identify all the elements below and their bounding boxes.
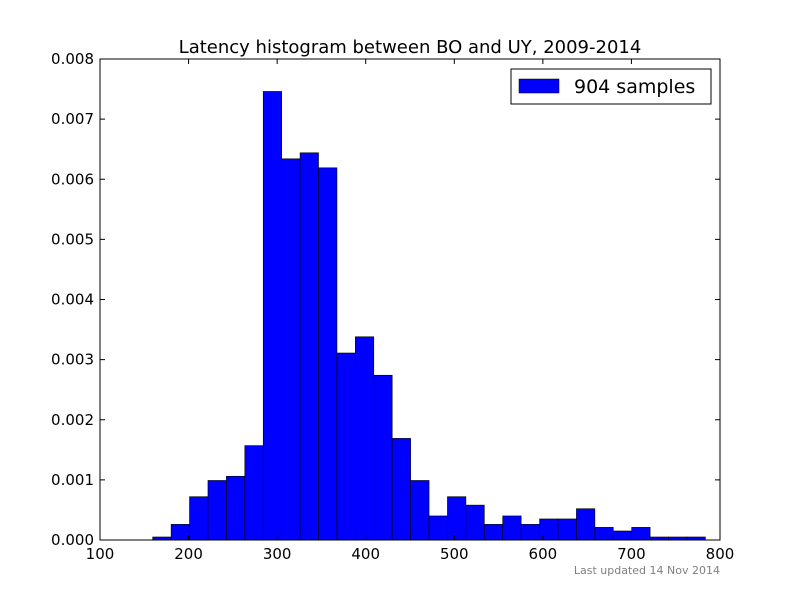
histogram-bar [336, 352, 356, 541]
histogram-bar [465, 504, 485, 541]
y-tick-label: 0.007 [51, 110, 94, 128]
ticks-group: 100 200 300 400 500 600 700 800 0.000 0.001 0.002 0… [51, 50, 734, 563]
histogram-bar [207, 480, 227, 541]
y-tick-label: 0.008 [51, 50, 94, 68]
histogram-bar [447, 496, 467, 541]
chart-title: Latency histogram between BO and UY, 200… [179, 37, 642, 58]
histogram-bar [281, 158, 301, 541]
y-tick-label: 0.002 [51, 411, 94, 429]
y-tick-label: 0.005 [51, 230, 94, 248]
y-tick-label: 0.006 [51, 170, 94, 188]
histogram-bar [631, 527, 651, 541]
histogram-bar [262, 91, 282, 541]
histogram-bar [373, 374, 393, 541]
histogram-bar [299, 152, 319, 541]
y-tick-label: 0.003 [51, 351, 94, 369]
histogram-bar [520, 524, 540, 541]
x-tick-label: 700 [617, 545, 646, 563]
y-tick-label: 0.001 [51, 471, 94, 489]
legend-swatch [518, 78, 560, 94]
histogram-bar [612, 530, 632, 541]
histogram-bar [428, 515, 448, 541]
x-tick-label: 600 [529, 545, 558, 563]
histogram-bar [170, 524, 190, 541]
x-tick-label: 400 [351, 545, 380, 563]
x-tick-label: 500 [440, 545, 469, 563]
x-tick-label: 300 [263, 545, 292, 563]
histogram-bar [391, 438, 411, 541]
histogram-bar [410, 480, 430, 541]
x-tick-label: 800 [706, 545, 735, 563]
legend: 904 samples [510, 68, 712, 105]
histogram-bar [318, 167, 338, 541]
histogram-bar [189, 496, 209, 541]
x-tick-label: 200 [174, 545, 203, 563]
histogram-bar [576, 508, 596, 541]
bars-group [152, 91, 706, 541]
histogram-bar [355, 336, 375, 541]
legend-label: 904 samples [574, 76, 695, 98]
histogram-bar [244, 445, 264, 541]
histogram-bar [226, 475, 246, 541]
histogram-bar [557, 518, 577, 541]
histogram-bar [484, 524, 504, 541]
histogram-bar [539, 518, 559, 541]
x-tick-label: 100 [86, 545, 115, 563]
y-tick-label: 0.000 [51, 531, 94, 549]
histogram-bar [502, 515, 522, 541]
histogram-bar [594, 527, 614, 541]
footer-note: Last updated 14 Nov 2014 [574, 564, 720, 577]
y-tick-label: 0.004 [51, 291, 94, 309]
